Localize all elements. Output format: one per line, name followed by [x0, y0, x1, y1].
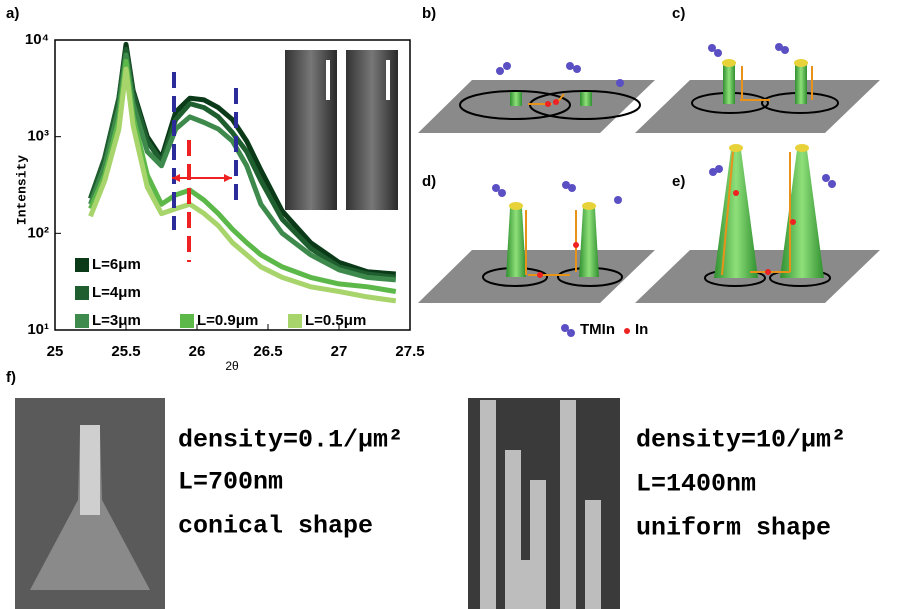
y-tick-label: 10³ — [27, 128, 49, 145]
legend-label: L=4μm — [92, 284, 141, 301]
panel-label: a) — [6, 5, 19, 22]
legend-text: TMIn — [580, 321, 615, 338]
data-line — [88, 41, 396, 277]
description: density=10/μm² — [636, 426, 846, 455]
scale-bar — [326, 60, 330, 100]
panel-label: f) — [6, 369, 16, 386]
legend-swatch — [180, 314, 194, 328]
description: conical shape — [178, 512, 373, 541]
data-line — [88, 46, 397, 280]
description: density=0.1/μm² — [178, 426, 403, 455]
legend-swatch — [75, 286, 89, 300]
sem-images — [15, 398, 620, 609]
annotations — [172, 72, 238, 262]
panel-label: b) — [422, 5, 436, 22]
x-axis-label: 2θ — [225, 359, 239, 373]
description: uniform shape — [636, 514, 831, 543]
panel-label: d) — [422, 173, 436, 190]
x-tick-label: 26 — [189, 343, 206, 360]
diagram-b — [418, 62, 655, 133]
y-tick-label: 10² — [27, 224, 49, 241]
x-tick-label: 25.5 — [111, 343, 140, 360]
legend-label: L=3μm — [92, 312, 141, 329]
legend-text: In — [635, 321, 648, 338]
data-line — [88, 58, 397, 294]
description: L=1400nm — [636, 470, 756, 499]
x-tick-label: 27 — [331, 343, 348, 360]
x-tick-label: 26.5 — [253, 343, 282, 360]
legend-label: L=0.5μm — [305, 312, 366, 329]
diagram-c — [635, 43, 880, 133]
x-tick-label: 25 — [47, 343, 64, 360]
y-tick-label: 10⁴ — [25, 31, 49, 48]
inset-images — [285, 50, 398, 210]
sem-inset — [346, 50, 398, 210]
legend-label: L=6μm — [92, 256, 141, 273]
legend-swatch — [75, 258, 89, 272]
data-line — [88, 52, 397, 283]
y-tick-label: 10¹ — [27, 321, 49, 338]
x-tick-label: 27.5 — [395, 343, 424, 360]
y-axis-label: Intensity — [14, 155, 29, 225]
legend-label: L=0.9μm — [197, 312, 258, 329]
diagram-e — [635, 144, 880, 303]
plot-frame — [54, 39, 411, 331]
data-line — [88, 66, 397, 304]
panel-label: e) — [672, 173, 685, 190]
description: L=700nm — [178, 468, 283, 497]
plot: 25 25.5 26 26.5 27 27.5 10¹ 10² 10³ 10⁴ L=6μm L=4μm… — [25, 31, 425, 360]
legend-swatch — [288, 314, 302, 328]
legend-swatch — [75, 314, 89, 328]
panel-label: c) — [672, 5, 685, 22]
diagram-legend: TMIn In — [561, 321, 648, 338]
scale-bar — [386, 60, 390, 100]
diagram-d — [418, 181, 655, 303]
